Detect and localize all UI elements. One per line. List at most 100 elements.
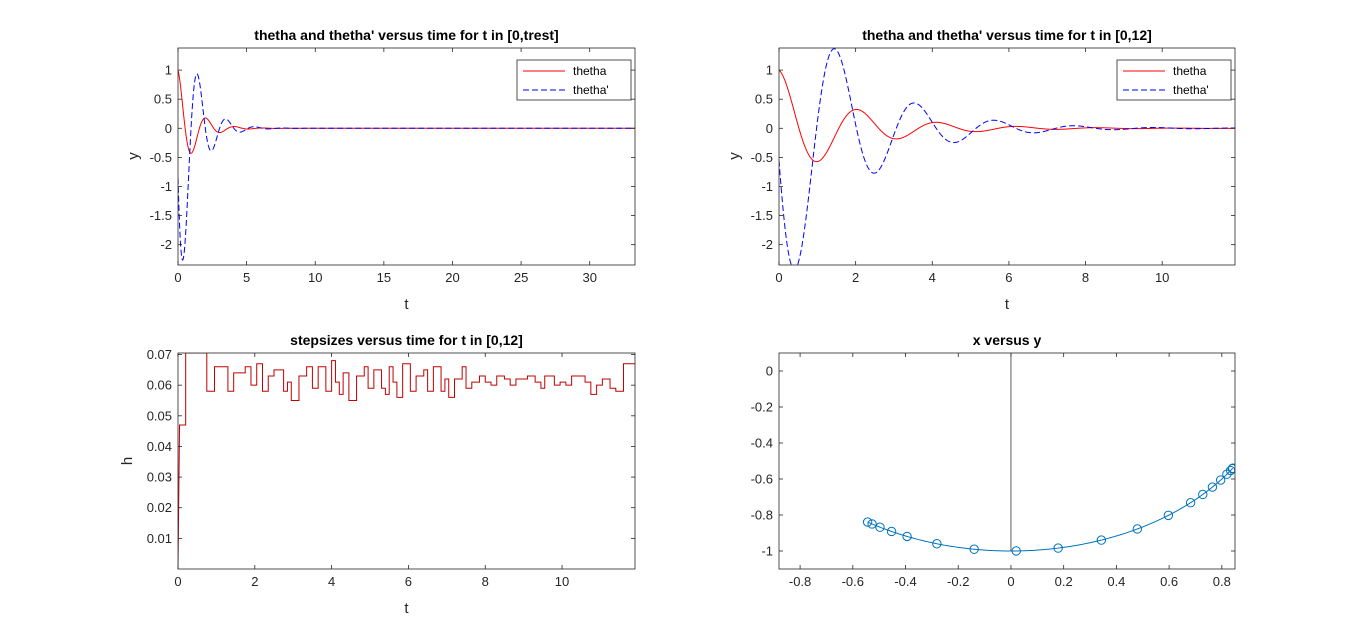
plot-area xyxy=(178,69,635,261)
axes-title: x versus y xyxy=(973,332,1042,348)
x-tick-label: 10 xyxy=(1155,270,1169,285)
plot-area xyxy=(862,353,1235,556)
series-marker xyxy=(902,531,912,542)
y-tick-label: -0.5 xyxy=(150,150,172,165)
x-tick-label: -0.8 xyxy=(789,574,811,589)
x-tick-label: 2 xyxy=(852,270,859,285)
series-marker xyxy=(1215,475,1226,485)
x-tick-label: 8 xyxy=(1082,270,1089,285)
x-tick-label: 20 xyxy=(445,270,459,285)
series-marker xyxy=(1096,535,1107,545)
y-tick-label: 0.5 xyxy=(154,92,172,107)
y-tick-label: -0.4 xyxy=(751,436,773,451)
x-tick-label: 4 xyxy=(929,270,936,285)
x-tick-label: 2 xyxy=(251,574,258,589)
y-axis-label: h xyxy=(119,457,136,465)
series-line-thetha xyxy=(779,69,1235,163)
series-marker xyxy=(886,526,897,537)
axes-title: thetha and thetha' versus time for t in … xyxy=(254,27,558,43)
y-tick-label: -1.5 xyxy=(751,208,773,223)
x-tick-label: 8 xyxy=(482,574,489,589)
series-line-thetha-dot xyxy=(178,73,635,261)
series-marker xyxy=(862,517,873,527)
y-tick-label: 0.03 xyxy=(147,470,172,485)
x-tick-label: 0 xyxy=(174,574,181,589)
legend-entry: thetha xyxy=(1173,64,1207,78)
x-tick-label: 25 xyxy=(514,270,528,285)
y-tick-label: 0.01 xyxy=(147,531,172,546)
series-marker xyxy=(1228,463,1235,473)
series-marker xyxy=(1011,546,1021,556)
axes-box xyxy=(177,47,636,266)
y-tick-label: 1 xyxy=(165,63,172,78)
x-tick-label: 4 xyxy=(328,574,335,589)
y-tick-label: 0.06 xyxy=(147,378,172,393)
legend-box xyxy=(516,59,632,101)
x-tick-label: 0.4 xyxy=(1107,574,1125,589)
axes-box xyxy=(177,352,636,570)
axes-theta-trest: thetha and thetha' versus time for t in … xyxy=(125,27,636,313)
x-tick-label: 0 xyxy=(174,270,181,285)
axes-title: stepsizes versus time for t in [0,12] xyxy=(290,332,523,348)
x-tick-label: 6 xyxy=(1005,270,1012,285)
y-axis-label: y xyxy=(726,152,743,160)
y-tick-label: 0.5 xyxy=(755,92,773,107)
y-tick-label: -1 xyxy=(761,544,773,559)
series-line-0 xyxy=(178,353,635,566)
x-axis-label: t xyxy=(404,296,409,313)
legend-entry: thetha' xyxy=(573,83,609,97)
x-tick-label: 0.8 xyxy=(1213,574,1231,589)
series-marker xyxy=(867,519,877,529)
series-marker xyxy=(1185,498,1196,508)
axes-x-versus-y: x versus y -0.8 -0.6 -0.4 -0.2 0 0.2 0.4 0.6 0.8… xyxy=(751,332,1236,589)
y-tick-label: 0 xyxy=(766,121,773,136)
x-tick-label: 0.2 xyxy=(1055,574,1073,589)
axes-box xyxy=(778,352,1236,570)
x-tick-label: 30 xyxy=(582,270,596,285)
y-tick-label: -1 xyxy=(761,179,773,194)
axes-box xyxy=(778,47,1236,266)
axes-stepsizes: stepsizes versus time for t in [0,12] t … xyxy=(119,332,636,617)
legend-box xyxy=(1116,59,1232,101)
y-tick-label: 0 xyxy=(766,364,773,379)
legend-entry: thetha' xyxy=(1173,83,1209,97)
series-marker xyxy=(969,544,979,554)
legend: thetha thetha' xyxy=(516,59,632,101)
legend: thetha thetha' xyxy=(1116,59,1232,101)
y-tick-label: -0.6 xyxy=(751,472,773,487)
legend-entry: thetha xyxy=(573,64,607,78)
y-tick-label: -2 xyxy=(761,237,773,252)
series-marker xyxy=(1132,524,1143,534)
y-tick-label: 0.04 xyxy=(147,439,172,454)
plot-area xyxy=(178,353,635,566)
x-axis-label: t xyxy=(404,600,409,617)
x-tick-label: -0.2 xyxy=(947,574,969,589)
y-tick-label: -1 xyxy=(160,179,172,194)
series-line-0 xyxy=(867,467,1234,552)
axes-title: thetha and thetha' versus time for t in … xyxy=(862,27,1152,43)
series-marker xyxy=(1163,510,1174,521)
y-tick-label: 0 xyxy=(165,121,172,136)
x-tick-label: 0 xyxy=(775,270,782,285)
x-tick-label: 10 xyxy=(308,270,322,285)
series-marker xyxy=(1198,489,1208,500)
y-tick-label: -0.5 xyxy=(751,150,773,165)
y-axis-label: y xyxy=(125,152,142,160)
y-tick-label: 0.07 xyxy=(147,347,172,362)
x-axis-label: t xyxy=(1005,296,1010,313)
y-tick-label: -0.8 xyxy=(751,508,773,523)
series-marker xyxy=(1207,482,1218,492)
x-tick-label: 6 xyxy=(405,574,412,589)
series-marker xyxy=(932,539,942,549)
x-tick-label: 0.6 xyxy=(1160,574,1178,589)
series-marker xyxy=(1053,543,1063,553)
y-tick-label: 0.05 xyxy=(147,408,172,423)
y-tick-label: -1.5 xyxy=(150,208,172,223)
x-tick-label: 15 xyxy=(377,270,391,285)
y-tick-label: 1 xyxy=(766,63,773,78)
y-tick-label: -2 xyxy=(160,237,172,252)
series-marker xyxy=(875,522,885,532)
x-tick-label: 10 xyxy=(555,574,569,589)
y-tick-label: 0.02 xyxy=(147,500,172,515)
